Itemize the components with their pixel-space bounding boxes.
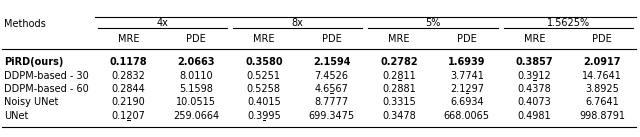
Text: 0.3315: 0.3315	[382, 97, 416, 107]
Text: DDPM-based - 30: DDPM-based - 30	[4, 71, 89, 81]
Text: 0.5251: 0.5251	[247, 71, 281, 81]
Text: 0.2811: 0.2811	[382, 71, 416, 81]
Text: 0.1207: 0.1207	[111, 111, 145, 121]
Text: 1.6939: 1.6939	[448, 57, 486, 67]
Text: 5%: 5%	[426, 18, 441, 28]
Text: 14.7641: 14.7641	[582, 71, 622, 81]
Text: 7.4526: 7.4526	[314, 71, 349, 81]
Text: 0.2832: 0.2832	[111, 71, 145, 81]
Text: 0.4073: 0.4073	[518, 97, 552, 107]
Text: UNet: UNet	[4, 111, 28, 121]
Text: PDE: PDE	[186, 34, 206, 44]
Text: 2.1297: 2.1297	[450, 84, 484, 94]
Text: 0.4015: 0.4015	[247, 97, 281, 107]
Text: Methods: Methods	[4, 19, 45, 29]
Text: 4x: 4x	[156, 18, 168, 28]
Text: MRE: MRE	[118, 34, 140, 44]
Text: 0.3995: 0.3995	[247, 111, 281, 121]
Text: 5.1598: 5.1598	[179, 84, 213, 94]
Text: 6.6934: 6.6934	[450, 97, 484, 107]
Text: 1.5625%: 1.5625%	[547, 18, 590, 28]
Text: 0.3580: 0.3580	[245, 57, 283, 67]
Text: 0.1178: 0.1178	[109, 57, 147, 67]
Text: 2.0917: 2.0917	[584, 57, 621, 67]
Text: PDE: PDE	[592, 34, 612, 44]
Text: 0.3478: 0.3478	[382, 111, 416, 121]
Text: 10.0515: 10.0515	[176, 97, 216, 107]
Text: 259.0664: 259.0664	[173, 111, 220, 121]
Text: MRE: MRE	[524, 34, 545, 44]
Text: 668.0065: 668.0065	[444, 111, 490, 121]
Text: 2.1594: 2.1594	[313, 57, 350, 67]
Text: PDE: PDE	[322, 34, 341, 44]
Text: Noisy UNet: Noisy UNet	[4, 97, 58, 107]
Text: 3.7741: 3.7741	[450, 71, 484, 81]
Text: 0.5258: 0.5258	[247, 84, 281, 94]
Text: PDE: PDE	[457, 34, 477, 44]
Text: 8.7777: 8.7777	[314, 97, 349, 107]
Text: DDPM-based - 60: DDPM-based - 60	[4, 84, 89, 94]
Text: MRE: MRE	[388, 34, 410, 44]
Text: 0.2782: 0.2782	[380, 57, 418, 67]
Text: 8.0110: 8.0110	[179, 71, 213, 81]
Text: 699.3475: 699.3475	[308, 111, 355, 121]
Text: 0.3912: 0.3912	[518, 71, 552, 81]
Text: 6.7641: 6.7641	[586, 97, 619, 107]
Text: 998.8791: 998.8791	[579, 111, 625, 121]
Text: 3.8925: 3.8925	[585, 84, 619, 94]
Text: 2.0663: 2.0663	[177, 57, 215, 67]
Text: 0.4378: 0.4378	[518, 84, 552, 94]
Text: 0.2190: 0.2190	[111, 97, 145, 107]
Text: PiRD(ours): PiRD(ours)	[4, 57, 63, 67]
Text: 8x: 8x	[292, 18, 303, 28]
Text: 0.4981: 0.4981	[518, 111, 551, 121]
Text: 0.2844: 0.2844	[111, 84, 145, 94]
Text: 0.2881: 0.2881	[382, 84, 416, 94]
Text: 4.6567: 4.6567	[315, 84, 348, 94]
Text: MRE: MRE	[253, 34, 275, 44]
Text: 0.3857: 0.3857	[516, 57, 554, 67]
